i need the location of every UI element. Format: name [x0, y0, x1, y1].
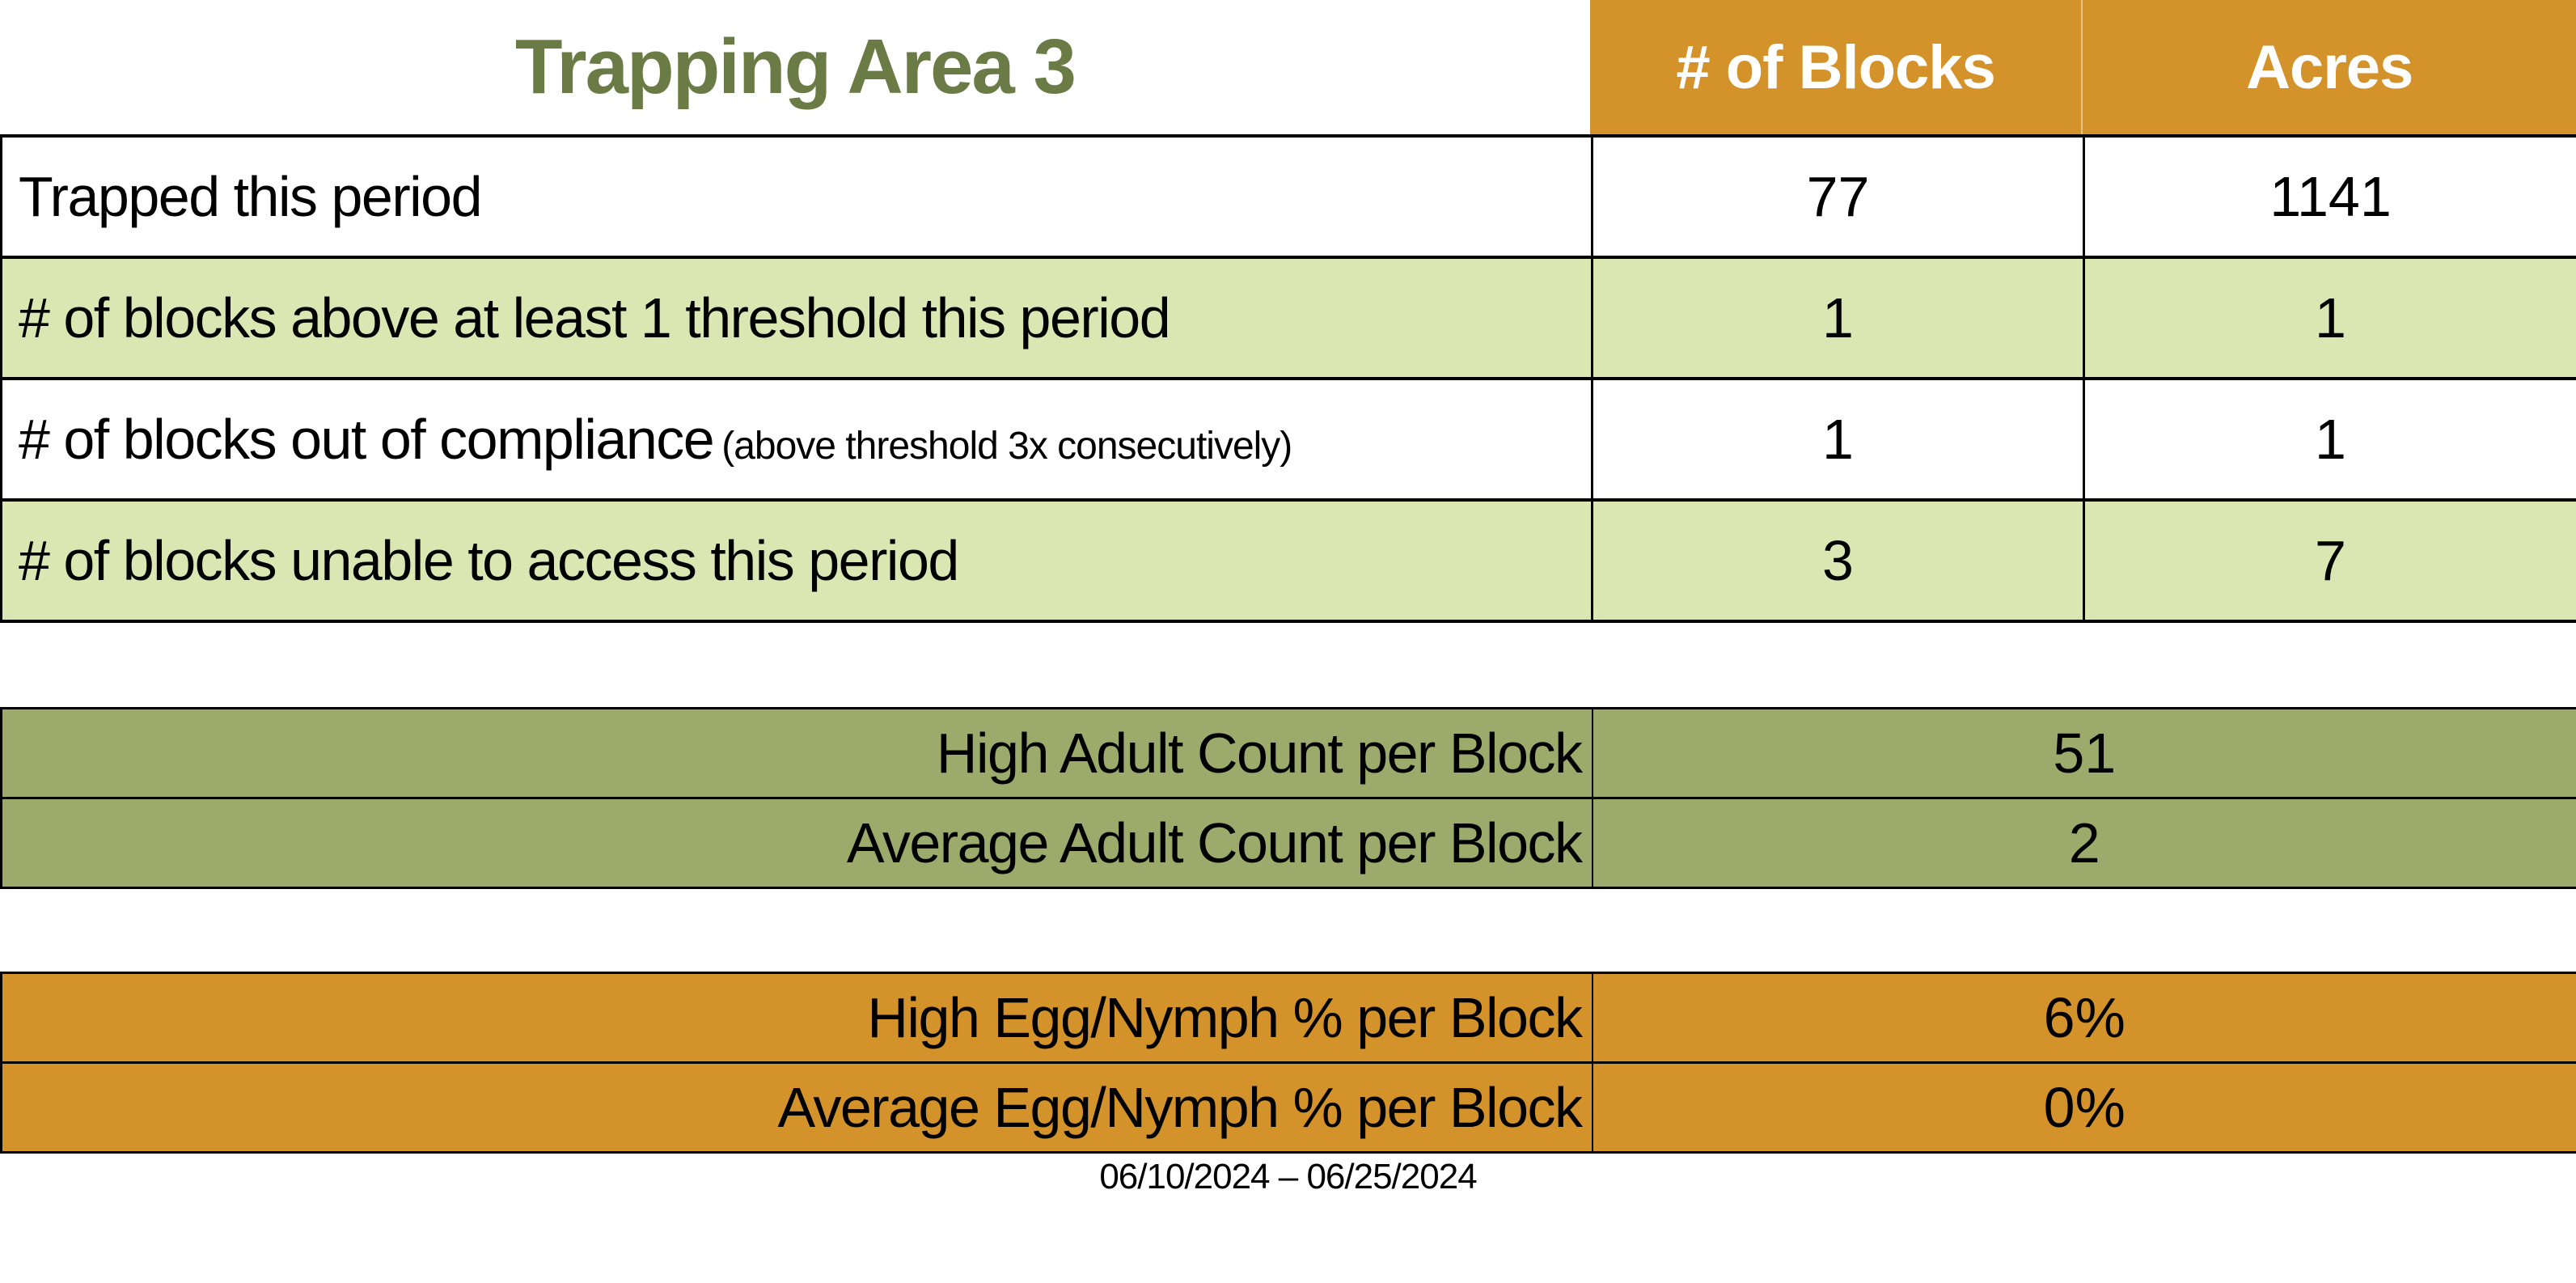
summary-label: High Adult Count per Block: [0, 707, 1593, 799]
row-label-note: (above threshold 3x consecutively): [721, 425, 1292, 468]
table-row-average-egg-nymph: Average Egg/Nymph % per Block 0%: [0, 1061, 2576, 1154]
page-title: Trapping Area 3: [514, 23, 1077, 110]
row-label-text: Trapped this period: [19, 165, 483, 228]
column-header-blocks: # of Blocks: [1589, 0, 2082, 134]
row-label-text: # of blocks out of compliance: [19, 408, 715, 471]
summary-value: 0%: [1591, 1061, 2576, 1154]
header-row: Trapping Area 3 # of Blocks Acres: [0, 0, 2576, 134]
acres-value: 7: [2083, 498, 2576, 623]
table-row-unable-to-access: # of blocks unable to access this period…: [0, 498, 2576, 623]
date-range: 06/10/2024 – 06/25/2024: [1099, 1157, 1477, 1196]
blocks-value: 1: [1591, 377, 2085, 502]
acres-value: 1141: [2083, 134, 2576, 259]
summary-value: 51: [1591, 707, 2576, 799]
table-row-trapped: Trapped this period 77 1141: [0, 134, 2576, 259]
row-label: # of blocks unable to access this period: [0, 498, 1593, 623]
adult-count-table: High Adult Count per Block 51 Average Ad…: [0, 707, 2576, 889]
table-row-high-egg-nymph: High Egg/Nymph % per Block 6%: [0, 972, 2576, 1064]
row-label: Trapped this period: [0, 134, 1593, 259]
column-header-blocks-label: # of Blocks: [1676, 32, 1995, 102]
table-row-high-adult-count: High Adult Count per Block 51: [0, 707, 2576, 799]
row-label-text: # of blocks unable to access this period: [19, 529, 959, 592]
table-row-out-of-compliance: # of blocks out of compliance (above thre…: [0, 377, 2576, 502]
row-label: # of blocks out of compliance (above thre…: [0, 377, 1593, 502]
main-table: Trapped this period 77 1141 # of blocks …: [0, 134, 2576, 623]
row-label-text: # of blocks above at least 1 threshold t…: [19, 286, 1171, 349]
summary-value: 6%: [1591, 972, 2576, 1064]
summary-label: High Egg/Nymph % per Block: [0, 972, 1593, 1064]
blocks-value: 77: [1591, 134, 2085, 259]
column-header-acres: Acres: [2081, 0, 2576, 134]
blocks-value: 3: [1591, 498, 2085, 623]
row-label: # of blocks above at least 1 threshold t…: [0, 256, 1593, 380]
title-cell: Trapping Area 3: [0, 0, 1590, 134]
blocks-value: 1: [1591, 256, 2085, 380]
acres-value: 1: [2083, 377, 2576, 502]
column-header-acres-label: Acres: [2246, 32, 2413, 102]
summary-value: 2: [1591, 797, 2576, 889]
summary-label: Average Egg/Nymph % per Block: [0, 1061, 1593, 1154]
table-row-average-adult-count: Average Adult Count per Block 2: [0, 797, 2576, 889]
summary-label: Average Adult Count per Block: [0, 797, 1593, 889]
table-row-above-threshold: # of blocks above at least 1 threshold t…: [0, 256, 2576, 380]
acres-value: 1: [2083, 256, 2576, 380]
egg-nymph-table: High Egg/Nymph % per Block 6% Average Eg…: [0, 972, 2576, 1154]
